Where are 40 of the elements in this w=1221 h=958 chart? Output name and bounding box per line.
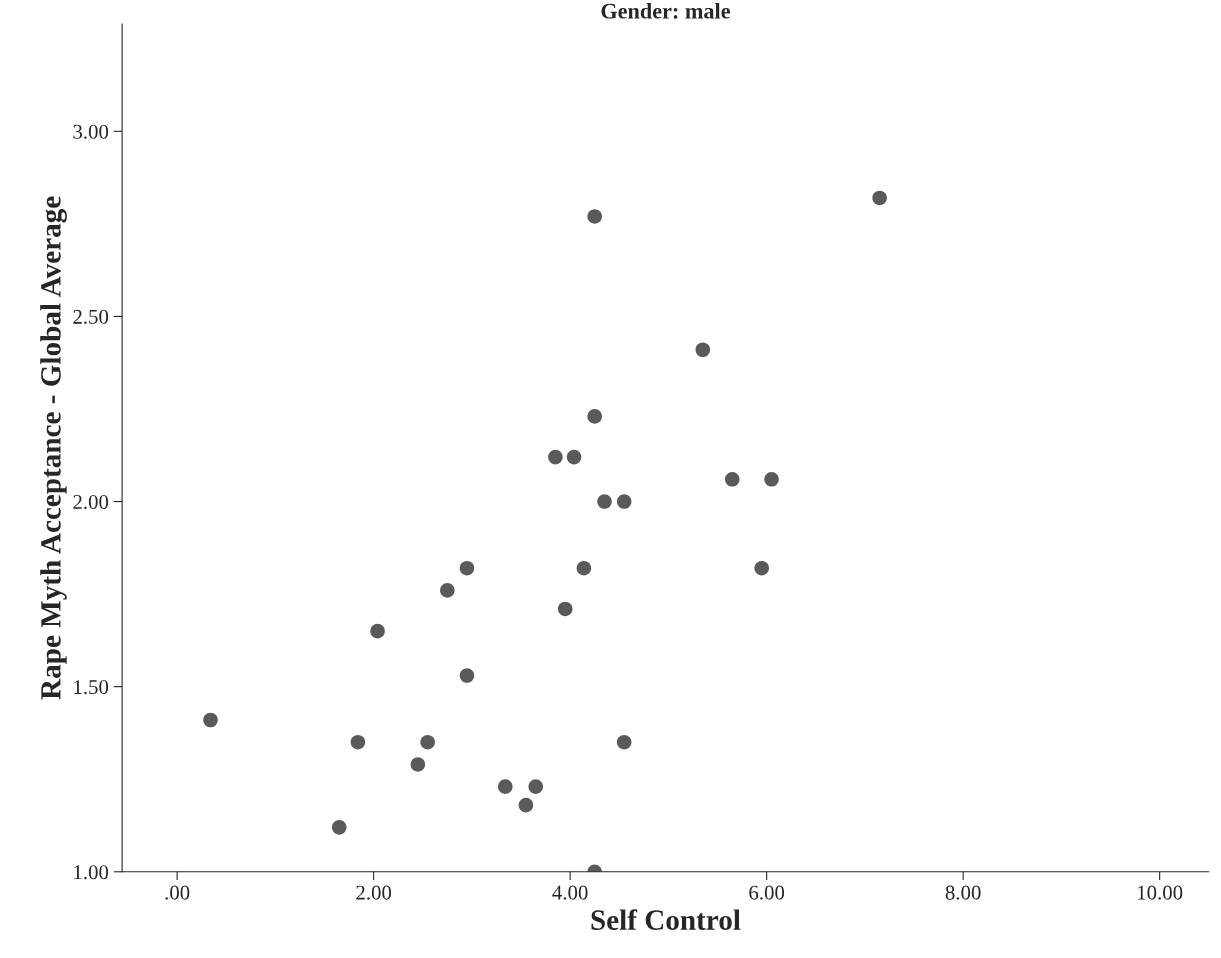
point (695, 342, 711, 358)
y-tick-label: 1.50 (74, 680, 109, 695)
point (203, 712, 218, 728)
point (724, 472, 740, 487)
x-tick-label: 8.00 (945, 885, 981, 900)
point (576, 560, 592, 576)
y-tick-label: 1.00 (74, 865, 109, 880)
point (587, 209, 602, 224)
point (420, 734, 435, 750)
y-tick-label: 2.50 (73, 309, 109, 324)
point (616, 494, 632, 509)
y-tick-label: 3.00 (73, 124, 109, 139)
x-tick-label: 2.00 (356, 885, 392, 900)
y-axis-title: Rape Myth Acceptance - Global Average (40, 196, 67, 700)
point (498, 779, 513, 794)
point (331, 820, 347, 835)
chart-title: Gender: male (601, 2, 730, 19)
point (616, 734, 632, 750)
point (557, 601, 573, 617)
point (459, 560, 475, 576)
x-tick-label: 6.00 (749, 885, 785, 900)
point (528, 779, 544, 794)
point (410, 757, 426, 772)
point (754, 560, 770, 576)
point (597, 494, 612, 509)
x-tick-label: .00 (165, 885, 190, 900)
point (566, 449, 582, 465)
point (587, 409, 602, 424)
point (440, 583, 455, 598)
x-tick-label: 10.00 (1138, 885, 1183, 900)
point (350, 734, 366, 750)
point (548, 449, 563, 465)
point (370, 623, 385, 639)
point (764, 472, 779, 487)
x-axis-title: Self Control (591, 909, 741, 930)
point (459, 668, 475, 683)
x-tick-label: 4.00 (552, 885, 588, 900)
point (872, 190, 887, 206)
y-tick-label: 2.00 (73, 494, 109, 510)
point (518, 797, 534, 813)
